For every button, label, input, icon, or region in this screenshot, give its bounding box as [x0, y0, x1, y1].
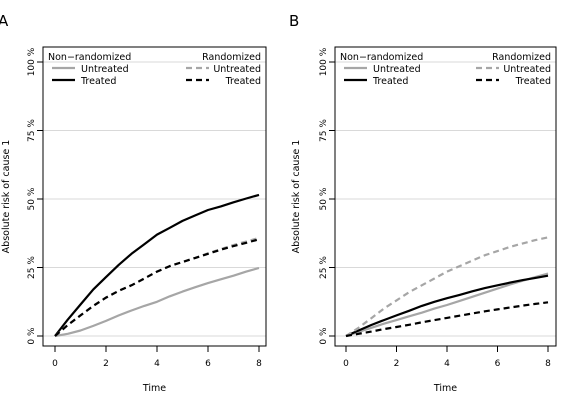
series-line	[345, 236, 549, 337]
series-line	[54, 266, 260, 338]
x-tick-label: 4	[444, 359, 450, 369]
series-line	[345, 272, 549, 338]
y-axis-title: Absolute risk of cause 1	[1, 140, 12, 254]
series-line	[345, 301, 549, 338]
y-tick-label: 25 %	[27, 256, 37, 279]
chart-panel-a: A 0 % 25 % 50 % 75 % 100 % 0 2 4 6 8 Time Absolute r…	[0, 12, 267, 394]
y-tick-label: 0 %	[319, 327, 329, 345]
chart-panel-b: B 0 % 25 % 50 % 75 % 100 % 0 2 4 6 8 Time Absolute r…	[289, 12, 557, 394]
y-tick-label: 75 %	[319, 119, 329, 142]
x-axis-title: Time	[433, 383, 457, 394]
legend-title-randomized: Randomized	[202, 52, 261, 63]
panel-letter: B	[289, 12, 299, 30]
legend-label: Untreated	[373, 64, 421, 75]
x-tick-label: 0	[343, 359, 349, 369]
y-tick-label: 100 %	[27, 47, 37, 76]
series-line	[54, 238, 260, 337]
x-tick-label: 4	[154, 359, 160, 369]
y-tick-label: 75 %	[27, 119, 37, 142]
y-tick-label: 100 %	[319, 47, 329, 76]
plot-frame	[334, 46, 557, 347]
legend-label: Treated	[225, 76, 261, 87]
legend-title-nonrandomized: Non−randomized	[48, 52, 131, 63]
legend-label: Treated	[80, 76, 116, 87]
legend-title-nonrandomized: Non−randomized	[340, 52, 423, 63]
legend-label: Untreated	[213, 64, 261, 75]
x-tick-label: 2	[103, 359, 109, 369]
series-line	[54, 236, 260, 337]
x-tick-label: 2	[394, 359, 400, 369]
series-line	[54, 193, 260, 337]
legend-label: Treated	[515, 76, 551, 87]
y-tick-label: 50 %	[319, 187, 329, 210]
panel-letter: A	[0, 12, 9, 30]
x-tick-label: 6	[205, 359, 211, 369]
legend: Non−randomized RandomizedUntreatedTreated…	[48, 52, 261, 87]
legend-title-randomized: Randomized	[492, 52, 551, 63]
series-line	[345, 274, 549, 338]
x-tick-label: 8	[256, 359, 262, 369]
legend-label: Untreated	[503, 64, 551, 75]
x-axis-title: Time	[142, 383, 166, 394]
y-tick-label: 0 %	[27, 327, 37, 345]
legend-label: Treated	[372, 76, 408, 87]
x-tick-label: 8	[545, 359, 551, 369]
legend-label: Untreated	[81, 64, 129, 75]
x-tick-label: 6	[495, 359, 501, 369]
x-tick-label: 0	[52, 359, 58, 369]
y-axis-title: Absolute risk of cause 1	[291, 140, 302, 254]
plot-frame	[42, 46, 267, 347]
y-tick-label: 25 %	[319, 256, 329, 279]
y-tick-label: 50 %	[27, 187, 37, 210]
legend: Non−randomized RandomizedUntreatedTreated…	[340, 52, 551, 87]
